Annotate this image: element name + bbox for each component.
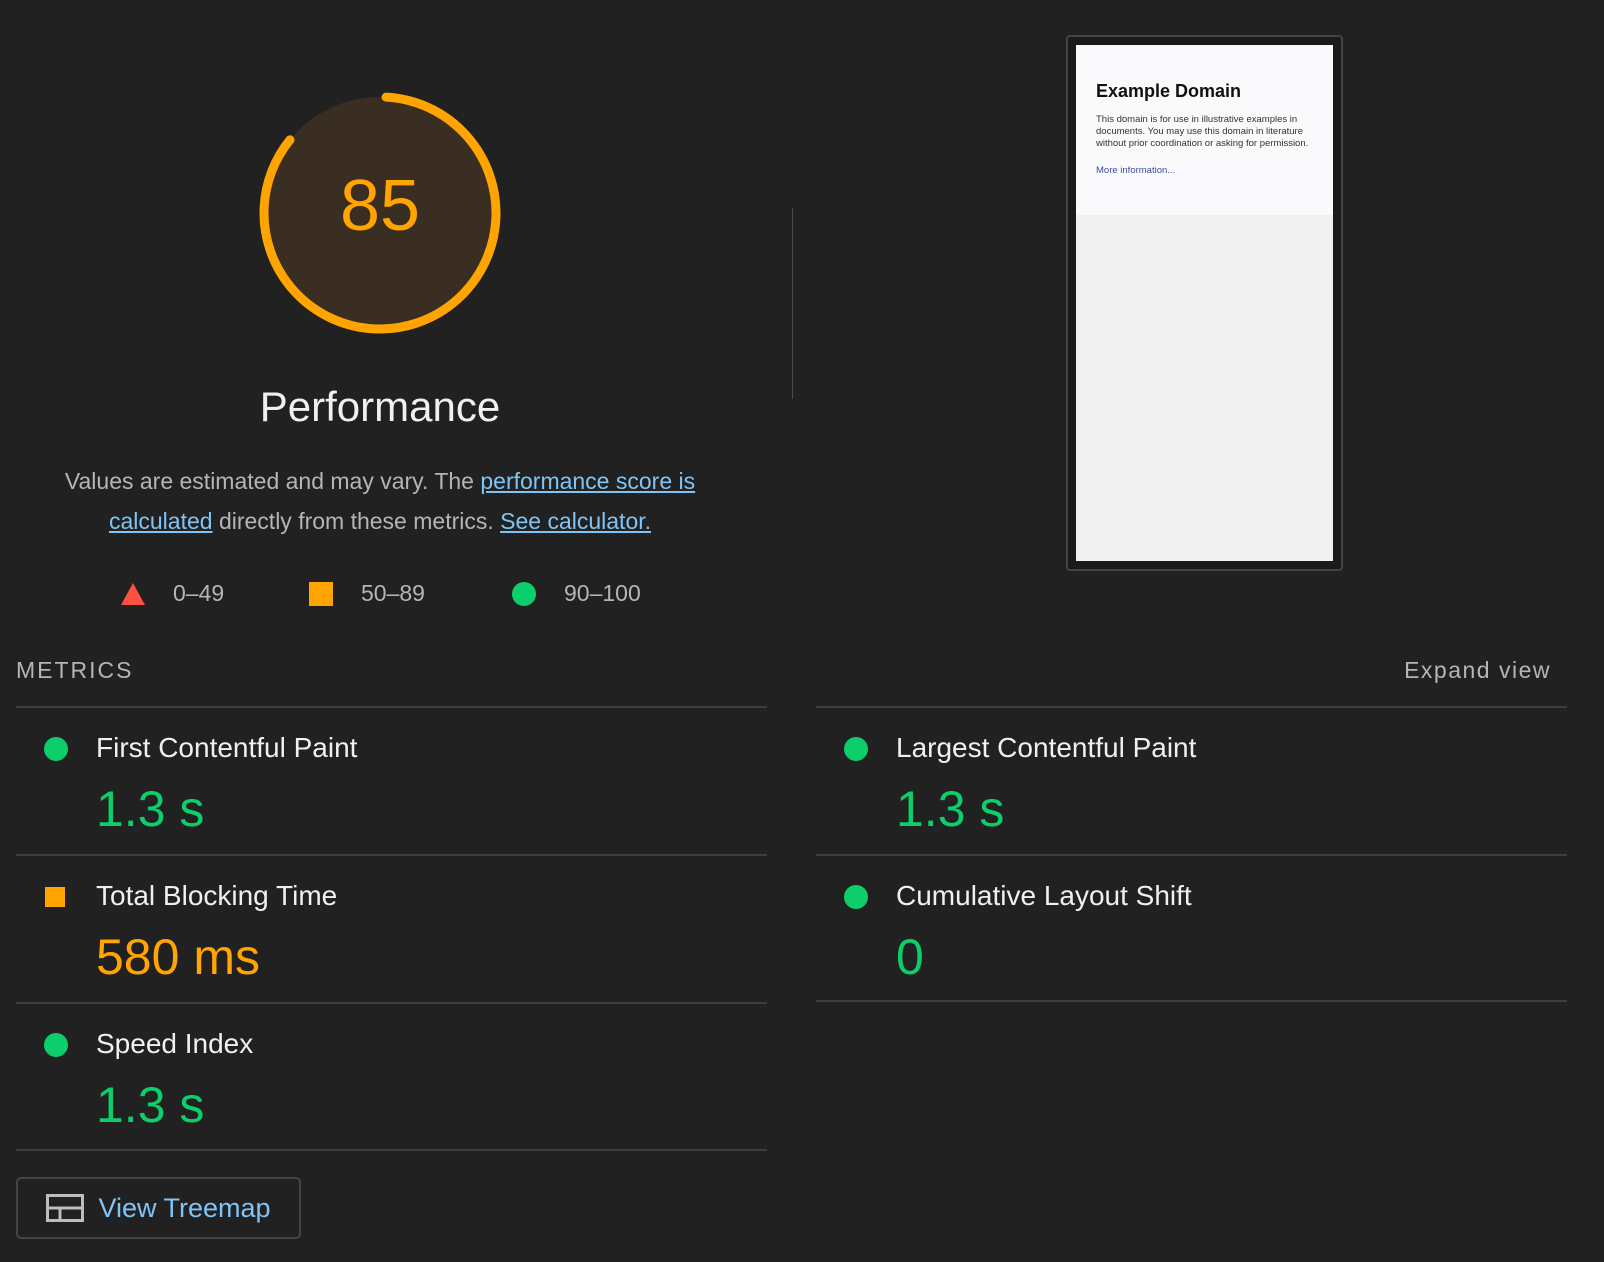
final-screenshot[interactable]: Example Domain This domain is for use in… [1066,35,1343,571]
metric-largest-contentful-paint: Largest Contentful Paint 1.3 s [816,708,1567,854]
metric-value: 1.3 s [96,781,205,837]
view-treemap-button[interactable]: View Treemap [16,1177,301,1239]
thumbnail-body: This domain is for use in illustrative e… [1096,114,1309,149]
gauge-background [264,97,496,329]
square-average-icon [309,581,333,606]
metric-name: First Contentful Paint [96,732,358,763]
score-calculated-link[interactable]: performance score is calculated [108,468,696,534]
metric-cumulative-layout-shift: Cumulative Layout Shift 0 [816,856,1567,1002]
treemap-icon [46,1194,85,1222]
gauge-arc [259,92,501,334]
metric-first-contentful-paint: First Contentful Paint 1.3 s [16,708,767,854]
divider [816,706,1567,708]
circle-pass-icon [44,737,68,761]
see-calculator-link[interactable]: See calculator. [500,508,652,534]
category-title: Performance [259,383,501,430]
thumbnail-link: More information... [1096,165,1176,176]
legend-range: 50–89 [361,580,425,606]
divider [16,1149,767,1151]
legend-range: 90–100 [564,580,641,606]
divider [816,854,1567,856]
metric-name: Total Blocking Time [96,880,338,911]
legend-average: 50–89 [309,580,425,607]
circle-pass-icon [512,581,536,606]
triangle-fail-icon [121,582,145,605]
metric-value: 0 [896,929,924,985]
divider [816,1000,1567,1002]
metrics-heading: METRICS [16,657,134,683]
circle-pass-icon [844,737,868,761]
metric-value: 1.3 s [896,781,1005,837]
performance-score: 85 [339,166,421,246]
legend-fail: 0–49 [121,580,224,607]
metric-value: 1.3 s [96,1077,205,1133]
circle-pass-icon [44,1033,68,1057]
metric-name: Cumulative Layout Shift [896,880,1192,911]
circle-pass-icon [844,885,868,909]
expand-view-toggle[interactable]: Expand view [1404,657,1551,683]
metric-total-blocking-time: Total Blocking Time 580 ms [16,856,767,1002]
metric-name: Largest Contentful Paint [896,732,1197,763]
metric-speed-index: Speed Index 1.3 s [16,1004,767,1150]
legend-pass: 90–100 [512,580,641,607]
square-average-icon [45,887,65,907]
description-text: Values are estimated and may vary. The [64,468,481,494]
divider [16,706,767,708]
legend-range: 0–49 [173,580,225,606]
metric-value: 580 ms [96,929,260,985]
description-text: directly from these metrics. [212,508,501,534]
divider [16,1002,767,1004]
view-treemap-label: View Treemap [98,1192,271,1223]
vertical-divider [792,208,793,399]
score-gauge [259,92,501,334]
metric-name: Speed Index [96,1028,254,1059]
divider [16,854,767,856]
thumbnail-heading: Example Domain [1096,81,1242,101]
category-description: Values are estimated and may vary. The p… [20,461,740,541]
